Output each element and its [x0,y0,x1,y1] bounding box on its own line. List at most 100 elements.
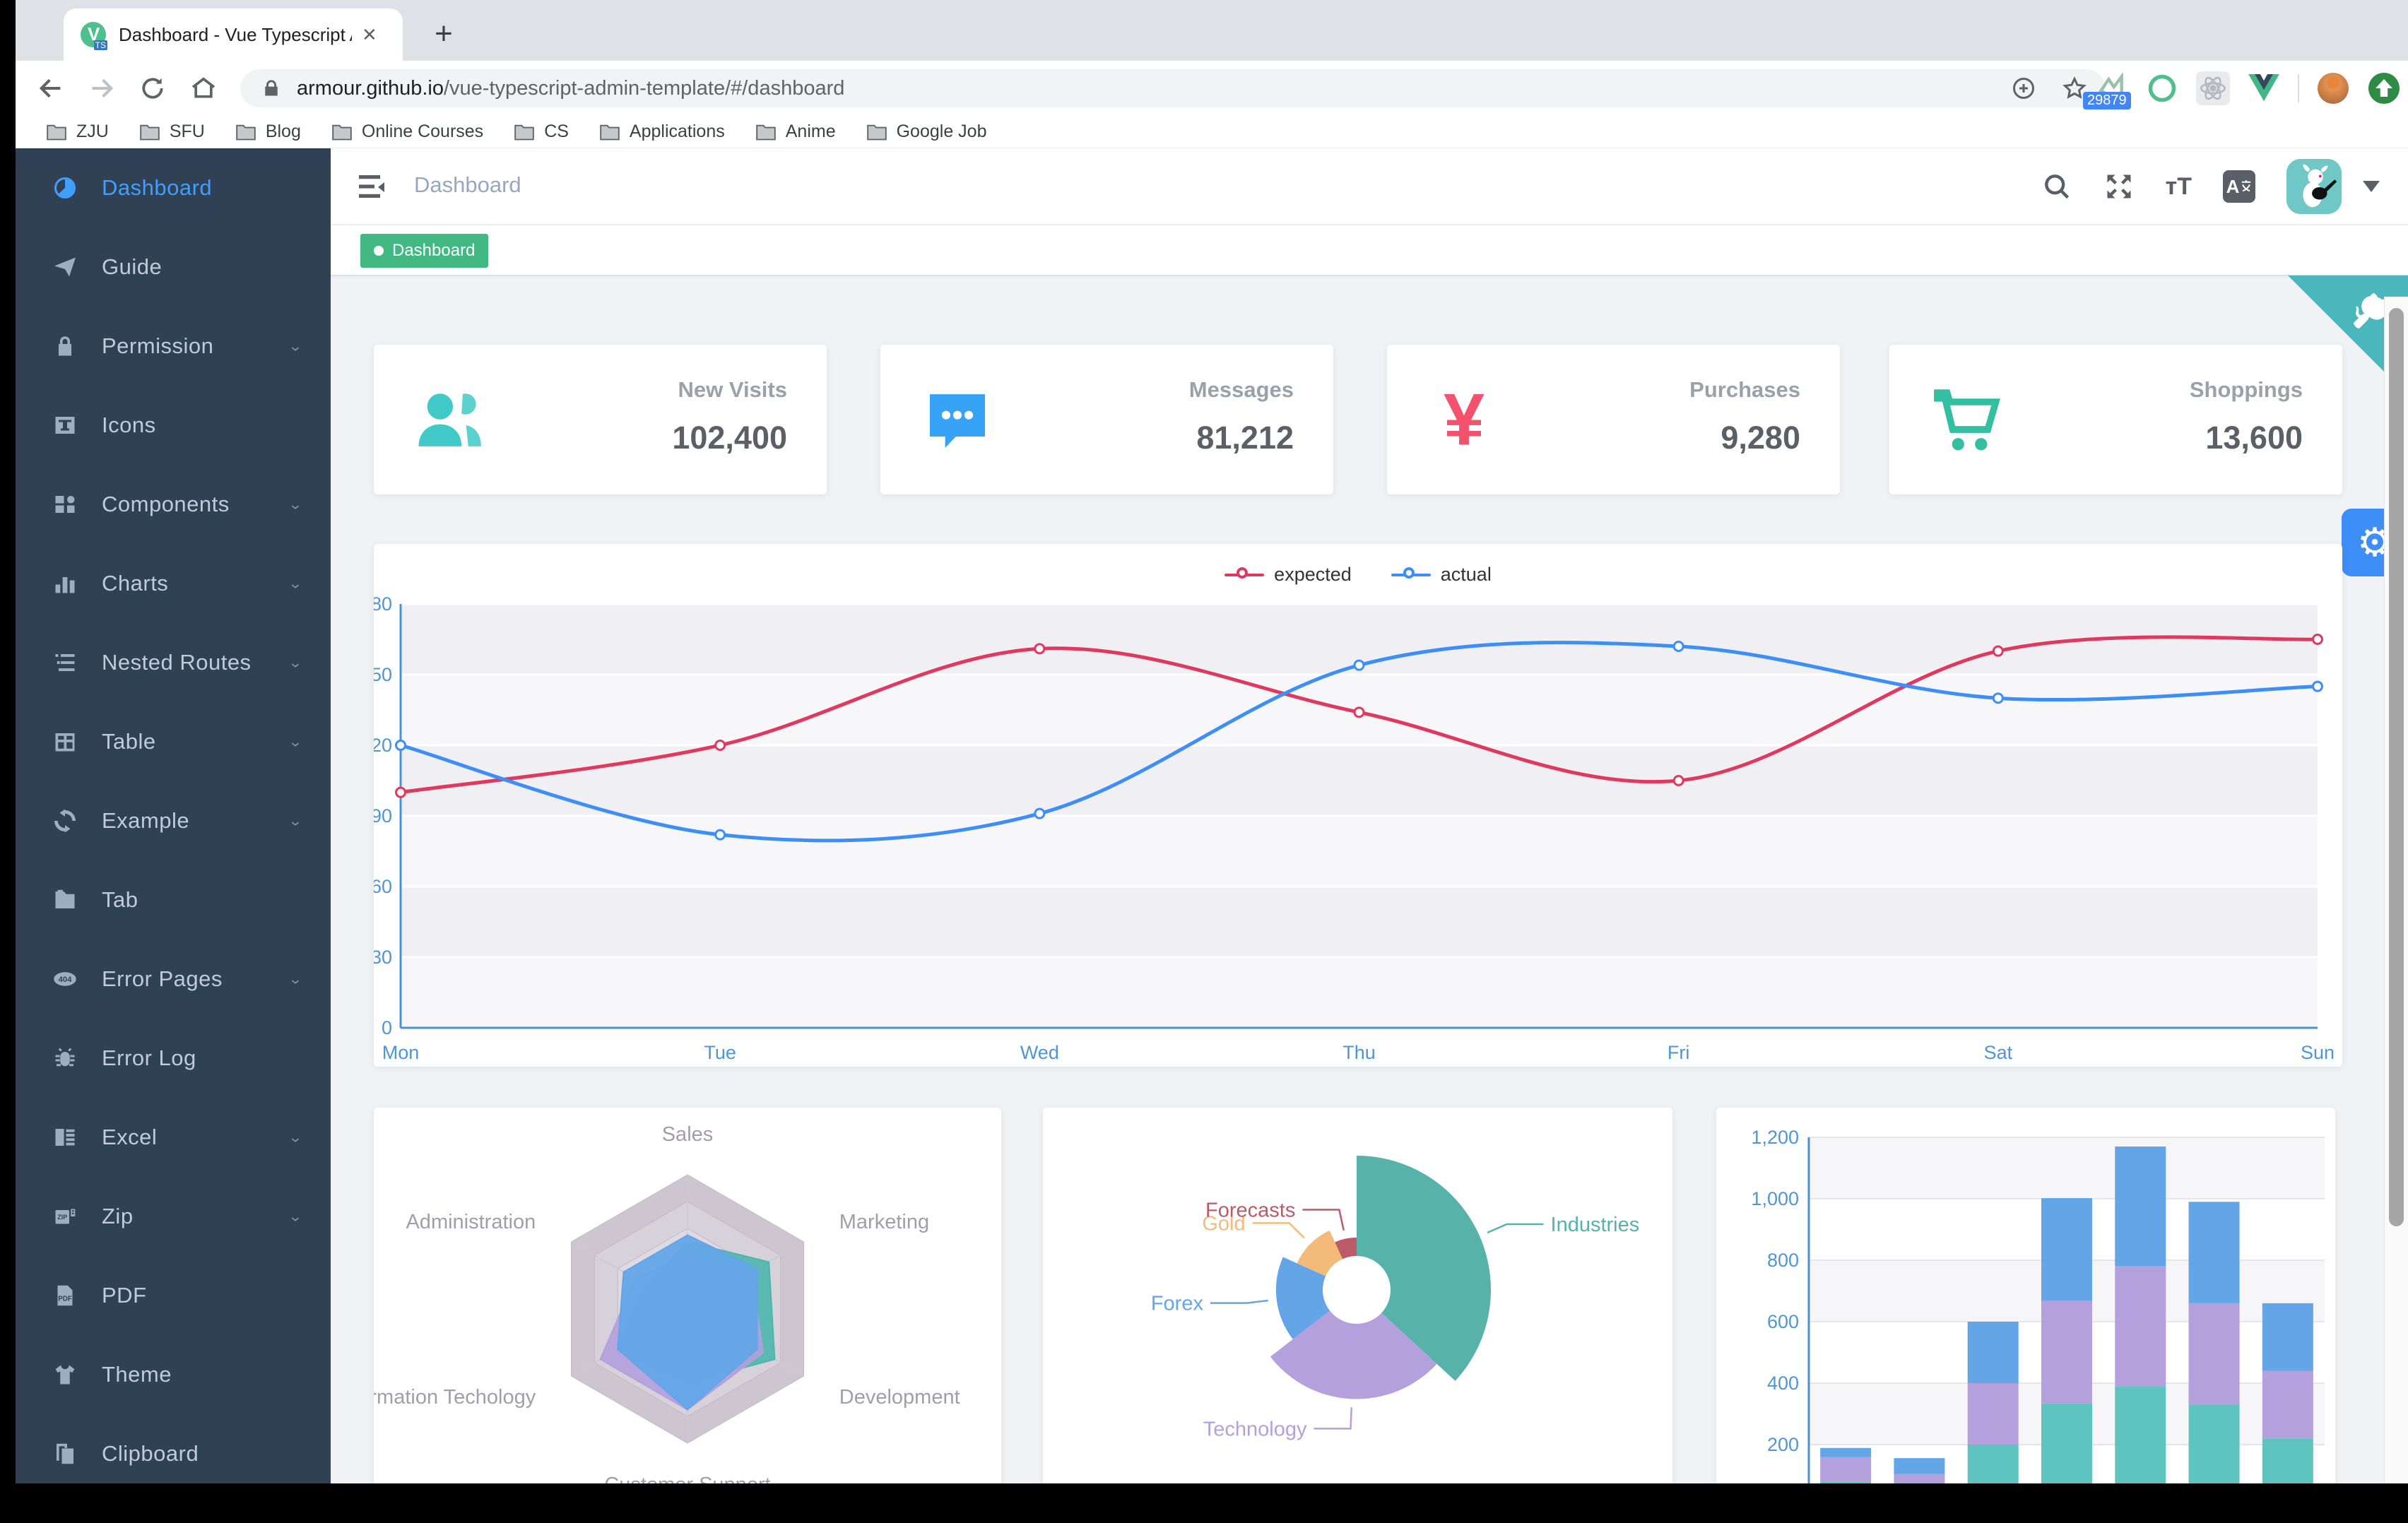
svg-text:¥: ¥ [1444,384,1485,457]
bookmark-label: SFU [169,122,205,141]
zip-icon: ZIP [52,1204,78,1229]
hamburger-icon[interactable] [355,170,389,203]
svg-text:120: 120 [374,735,392,756]
bookmark-item[interactable]: Blog [236,122,301,142]
legend-item-actual[interactable]: actual [1391,564,1492,586]
bookmark-item[interactable]: Anime [755,122,836,142]
chart-icon [52,571,78,596]
message-icon [919,381,996,459]
bookmark-item[interactable]: Applications [600,122,725,142]
scrollbar-thumb[interactable] [2389,308,2404,1226]
stat-label: Shoppings [2189,377,2303,402]
extension-vue-icon[interactable] [2247,71,2281,105]
tag-dashboard[interactable]: Dashboard [360,234,489,268]
sidebar-item-components[interactable]: Components ⌄ [16,465,331,544]
sidebar-item-label: Permission [102,333,214,358]
bookmark-label: Blog [265,122,301,141]
breadcrumb[interactable]: Dashboard [414,172,521,197]
extensions-area: 29879 [2083,66,2401,110]
sidebar-item-excel[interactable]: Excel ⌄ [16,1098,331,1177]
bookmark-star-icon[interactable] [2062,76,2087,101]
svg-text:800: 800 [1767,1250,1799,1271]
dashboard-icon [52,175,78,201]
zoom-page-icon[interactable] [2011,76,2036,101]
chevron-down-icon: ⌄ [288,1130,302,1145]
fullscreen-icon[interactable] [2103,171,2135,202]
bookmark-item[interactable]: Online Courses [332,122,483,142]
sidebar-item-theme[interactable]: Theme [16,1335,331,1414]
bookmark-label: CS [544,122,569,141]
bar-chart-card: 2004006008001,0001,200MonTueWedThuFriSat… [1716,1108,2335,1483]
stat-value: 13,600 [2205,420,2303,456]
svg-text:Sat: Sat [1984,1042,2013,1063]
extension-react-icon[interactable] [2196,71,2230,105]
browser-tab-strip: V TS Dashboard - Vue Typescript Ad ✕ + [16,0,2408,61]
bookmark-item[interactable]: SFU [140,122,205,142]
address-bar[interactable]: armour.github.io/vue-typescript-admin-te… [240,69,2106,107]
forward-icon[interactable] [86,73,117,104]
sidebar-item-label: Tab [102,887,138,912]
sidebar-item-permission[interactable]: Permission ⌄ [16,307,331,386]
sidebar-item-label: Theme [102,1362,172,1387]
svg-text:Gold: Gold [1202,1212,1245,1235]
font-size-icon[interactable]: ᴛT [2165,172,2192,200]
chevron-down-icon: ⌄ [288,734,302,749]
extension-green-circle-icon[interactable] [2145,71,2179,105]
github-octocat-icon [2353,292,2390,329]
sidebar-item-charts[interactable]: Charts ⌄ [16,544,331,623]
browser-update-icon[interactable] [2367,71,2401,105]
stat-card-messages[interactable]: Messages 81,212 [880,345,1333,494]
sidebar-item-table[interactable]: Table ⌄ [16,702,331,781]
folder-icon [332,124,352,140]
reload-icon[interactable] [137,73,168,104]
stat-card-new-visits[interactable]: New Visits 102,400 [374,345,827,494]
shopping-icon [1928,381,2005,459]
sidebar-item-error-log[interactable]: Error Log [16,1019,331,1098]
sidebar-item-zip[interactable]: ZIP Zip ⌄ [16,1177,331,1256]
sidebar-item-example[interactable]: Example ⌄ [16,781,331,860]
bookmark-item[interactable]: ZJU [47,122,109,142]
bookmark-item[interactable]: Google Job [866,122,986,142]
chevron-down-icon: ⌄ [288,338,302,354]
svg-text:180: 180 [374,593,392,615]
search-icon[interactable] [2041,171,2072,202]
avatar-dropdown-caret[interactable] [2363,181,2380,192]
stat-card-shoppings[interactable]: Shoppings 13,600 [1889,345,2342,494]
back-icon[interactable] [35,73,66,104]
bookmark-item[interactable]: CS [514,122,569,142]
svg-text:Sales: Sales [662,1123,714,1146]
sidebar-item-label: Charts [102,571,169,595]
chevron-down-icon: ⌄ [288,971,302,987]
sidebar-item-error-pages[interactable]: 404 Error Pages ⌄ [16,940,331,1019]
home-icon[interactable] [188,73,219,104]
sidebar-item-label: Dashboard [102,175,213,200]
stat-label: New Visits [678,377,787,402]
extension-onetab-icon[interactable]: 29879 [2083,71,2131,109]
legend-item-expected[interactable]: expected [1224,564,1352,586]
sidebar-item-nested-routes[interactable]: Nested Routes ⌄ [16,623,331,702]
svg-text:Tue: Tue [704,1042,736,1063]
sidebar-item-clipboard[interactable]: Clipboard [16,1414,331,1483]
bookmarks-bar: ZJU SFU Blog Online Courses CS Applications An… [16,116,2408,148]
language-switch-icon[interactable]: A [2223,170,2255,203]
bookmark-label: Anime [785,122,836,141]
sidebar-item-dashboard[interactable]: Dashboard [16,148,331,227]
admin-app: Dashboard Guide Permission ⌄ Icons Components… [16,148,2408,1483]
sidebar-item-pdf[interactable]: PDF PDF [16,1256,331,1335]
component-icon [52,492,78,517]
folder-icon [236,124,256,140]
tag-label: Dashboard [392,241,476,260]
guide-icon [52,254,78,280]
sidebar-item-icons[interactable]: Icons [16,386,331,465]
new-tab-button[interactable]: + [435,16,453,51]
stat-card-purchases[interactable]: ¥ Purchases 9,280 [1387,345,1840,494]
tag-active-dot [374,246,384,256]
tab-title: Dashboard - Vue Typescript Ad [119,23,352,45]
folder-icon [755,124,776,140]
sidebar-item-guide[interactable]: Guide [16,227,331,307]
sidebar-item-tab[interactable]: Tab [16,860,331,940]
tab-close-icon[interactable]: ✕ [362,23,377,45]
browser-tab[interactable]: V TS Dashboard - Vue Typescript Ad ✕ [64,8,403,61]
user-avatar[interactable] [2286,159,2342,214]
profile-avatar[interactable] [2316,71,2350,105]
